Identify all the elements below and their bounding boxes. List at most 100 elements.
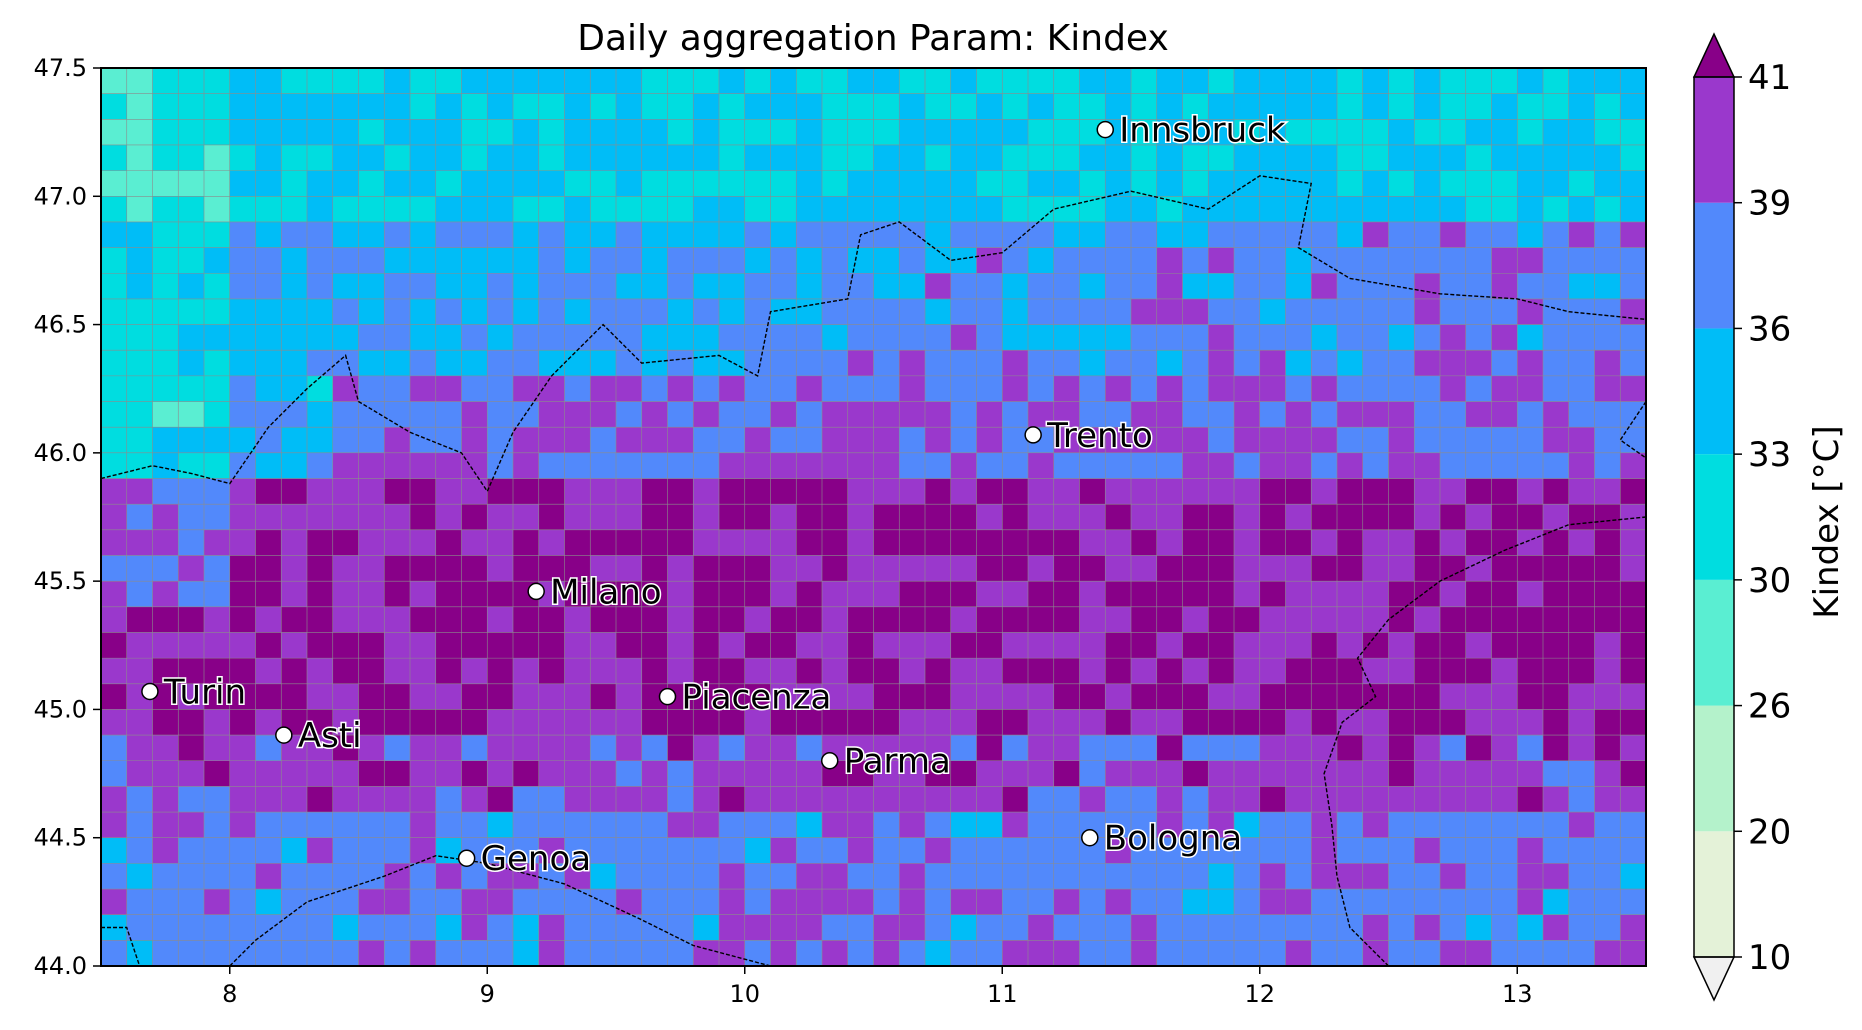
heat-cell (332, 93, 359, 120)
heat-cell (719, 658, 746, 685)
heat-cell (358, 273, 385, 300)
heat-cell (152, 940, 179, 966)
heat-cell (1079, 709, 1106, 736)
heat-cell (178, 812, 205, 839)
heat-cell (590, 812, 617, 839)
heat-cell (1208, 196, 1235, 223)
heat-cell (358, 221, 385, 248)
heat-cell (796, 247, 823, 274)
heat-cell (1285, 324, 1312, 351)
heat-cell (255, 144, 282, 172)
heat-cell (1517, 170, 1544, 197)
heat-cell (641, 324, 668, 351)
heat-cell (976, 812, 1003, 839)
heat-cell (1234, 350, 1261, 377)
heat-cell (384, 401, 411, 428)
heat-cell (178, 119, 205, 146)
heat-cell (538, 324, 565, 351)
heat-cell (1362, 68, 1389, 95)
heat-cell (1208, 375, 1235, 402)
heat-cell (976, 221, 1003, 248)
heat-cell (538, 606, 565, 633)
heat-cell (1543, 735, 1570, 762)
heat-cell (770, 350, 797, 377)
heat-cell (1414, 170, 1441, 197)
heat-cell (1028, 529, 1055, 556)
heat-cell (1028, 375, 1055, 402)
heat-cell (1259, 119, 1286, 146)
heat-cell (925, 760, 952, 787)
heat-cell (873, 863, 900, 890)
heat-cell (101, 324, 128, 351)
heat-cell (384, 324, 411, 351)
heat-cell (744, 170, 771, 197)
heat-cell (307, 298, 334, 325)
heat-cell (1620, 247, 1646, 274)
heat-cell (744, 144, 771, 172)
heat-cell (744, 93, 771, 120)
heat-cell (1414, 786, 1441, 813)
heat-cell (1337, 581, 1364, 608)
heat-cell (1182, 504, 1209, 531)
heat-cell (101, 298, 128, 325)
heat-cell (1543, 683, 1570, 710)
heat-cell (847, 632, 874, 659)
heat-cell (281, 452, 308, 479)
heat-cell (1568, 555, 1595, 582)
heat-cell (1337, 452, 1364, 479)
heat-cell (178, 273, 205, 300)
heat-cell (1388, 298, 1415, 325)
heat-cell (1311, 375, 1338, 402)
heat-cell (899, 144, 926, 172)
heat-cell (487, 324, 514, 351)
heat-cell (255, 863, 282, 890)
heat-cell (1156, 529, 1183, 556)
heat-cell (126, 427, 153, 454)
heat-cell (384, 786, 411, 813)
heat-cell (1311, 478, 1338, 505)
heat-cell (847, 709, 874, 736)
heat-cell (641, 196, 668, 223)
heat-cell (281, 812, 308, 839)
heat-cell (538, 273, 565, 300)
heat-cell (358, 709, 385, 736)
heat-cell (101, 658, 128, 685)
heat-cell (667, 427, 694, 454)
heat-cell (1234, 606, 1261, 633)
heat-cell (126, 606, 153, 633)
heat-cell (229, 658, 256, 685)
heat-cell (590, 555, 617, 582)
heat-cell (1362, 247, 1389, 274)
heat-cell (796, 529, 823, 556)
heat-cell (1440, 760, 1467, 787)
heat-cell (152, 221, 179, 248)
heat-cell (1208, 914, 1235, 941)
heat-cell (307, 68, 334, 95)
heat-cell (332, 478, 359, 505)
heat-cell (204, 119, 231, 146)
heat-cell (1028, 119, 1055, 146)
heat-cell (1594, 709, 1621, 736)
heat-cell (281, 144, 308, 172)
heat-cell (1414, 735, 1441, 762)
heat-cell (950, 863, 977, 890)
heat-cell (770, 93, 797, 120)
heat-cell (564, 914, 591, 941)
heat-cell (1002, 324, 1029, 351)
heat-cell (307, 144, 334, 172)
heat-cell (1362, 837, 1389, 864)
heat-cell (1208, 247, 1235, 274)
y-tick-label: 47.5 (34, 54, 87, 82)
heat-cell (744, 196, 771, 223)
heat-cell (178, 247, 205, 274)
heat-cell (1259, 632, 1286, 659)
heat-cell (538, 504, 565, 531)
heat-cell (719, 735, 746, 762)
heat-cell (513, 606, 540, 633)
heat-cell (358, 93, 385, 120)
heat-cell (899, 298, 926, 325)
heat-cell (1259, 196, 1286, 223)
heat-cell (487, 144, 514, 172)
heat-cell (461, 760, 488, 787)
heat-cell (1388, 632, 1415, 659)
